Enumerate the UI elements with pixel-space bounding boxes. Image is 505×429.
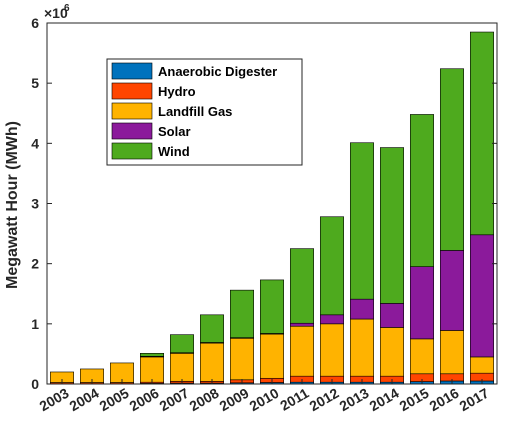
y-tick-label: 1: [31, 316, 39, 332]
legend-entry-label: Wind: [158, 144, 190, 159]
bar-segment-landfill-gas-2013: [349, 318, 374, 377]
bar-segment-landfill-gas-2015: [409, 338, 434, 375]
bar-segment-landfill-gas-2008: [200, 342, 225, 382]
y-tick-label: 4: [31, 135, 39, 151]
bar-segment-wind-2009: [230, 289, 255, 338]
bar-segment-wind-2014: [379, 147, 404, 304]
legend-swatch: [111, 122, 153, 140]
bar-segment-solar-2014: [379, 303, 404, 328]
bar-segment-wind-2008: [200, 314, 225, 343]
legend-swatch: [111, 82, 153, 100]
legend-entry-label: Hydro: [158, 84, 196, 99]
bar-segment-solar-2012: [319, 314, 344, 325]
bar-segment-solar-2016: [439, 250, 464, 331]
bar-segment-landfill-gas-2012: [319, 323, 344, 377]
legend-swatch: [111, 102, 153, 120]
y-tick-label: 2: [31, 256, 39, 272]
bar-segment-landfill-gas-2006: [140, 356, 165, 383]
x-tick-label: 2017: [457, 385, 492, 415]
legend-swatch: [111, 142, 153, 160]
y-axis-label: Megawatt Hour (MWh): [4, 121, 21, 289]
bar-segment-landfill-gas-2007: [170, 353, 195, 382]
bar-segment-wind-2017: [469, 31, 494, 236]
bar-segment-wind-2006: [140, 353, 165, 357]
bar-segment-solar-2015: [409, 266, 434, 340]
y-multiplier-base: ×10: [44, 5, 68, 21]
y-tick-label: 0: [31, 376, 39, 392]
bar-segment-wind-2010: [259, 279, 284, 334]
bar-segment-landfill-gas-2014: [379, 327, 404, 377]
bar-segment-wind-2013: [349, 142, 374, 300]
y-multiplier-exponent: 6: [64, 3, 70, 14]
legend-swatch: [111, 62, 153, 80]
legend-entry-label: Landfill Gas: [158, 104, 232, 119]
bar-segment-wind-2012: [319, 216, 344, 316]
y-axis: 0 1 2 3 4 5 6: [31, 15, 497, 392]
bar-segment-wind-2007: [170, 334, 195, 354]
bar-segment-solar-2013: [349, 298, 374, 320]
bar-segment-landfill-gas-2009: [230, 337, 255, 381]
bar-segment-landfill-gas-2010: [259, 333, 284, 379]
bars-layer: [49, 31, 494, 385]
bar-segment-solar-2011: [289, 322, 314, 327]
y-tick-label: 3: [31, 196, 39, 212]
bar-segment-wind-2016: [439, 68, 464, 251]
bar-segment-wind-2015: [409, 114, 434, 267]
legend-entry-label: Anaerobic Digester: [158, 64, 277, 79]
bar-segment-landfill-gas-2017: [469, 356, 494, 374]
y-tick-label: 5: [31, 75, 39, 91]
legend: Anaerobic Digester Hydro Landfill Gas Solar…: [106, 58, 303, 166]
bar-segment-wind-2011: [289, 248, 314, 324]
legend-entry-label: Solar: [158, 124, 191, 139]
bar-segment-landfill-gas-2011: [289, 325, 314, 377]
bar-segment-solar-2017: [469, 234, 494, 358]
bar-segment-landfill-gas-2016: [439, 330, 464, 375]
y-tick-label: 6: [31, 15, 39, 31]
